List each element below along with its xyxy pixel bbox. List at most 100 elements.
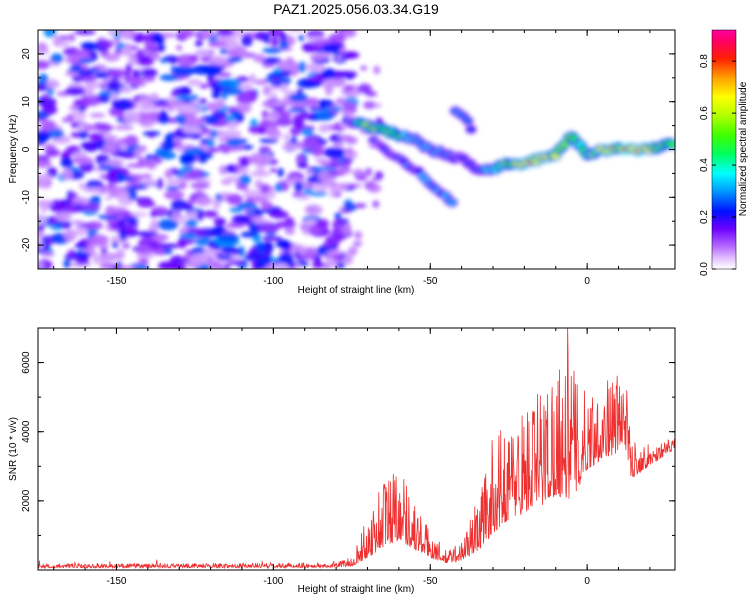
noise-region [38,30,384,269]
noise-blob [278,77,292,84]
noise-blob [346,30,356,33]
noise-blob [340,160,351,171]
noise-blob [137,105,159,111]
noise-blob [135,253,155,259]
noise-blob [83,187,106,194]
noise-blob [126,188,137,201]
x-tick-label: -100 [263,576,283,587]
y-tick-label: 10 [21,96,32,108]
noise-blob [165,185,180,191]
noise-blob [45,148,61,158]
noise-blob [317,139,328,144]
noise-blob [249,73,256,85]
noise-blob [348,246,359,255]
noise-blob [275,239,290,249]
snr-x-label: Height of straight line (km) [298,584,415,595]
noise-blob [298,34,305,42]
noise-blob [206,139,215,148]
noise-blob [38,241,44,250]
noise-blob [116,218,126,230]
noise-blob [75,49,90,56]
colorbar-ticks: 0.0 0.2 0.4 0.6 0.8 [699,54,736,276]
noise-blob [141,173,152,179]
noise-blob [363,101,376,110]
noise-blob [258,146,271,153]
noise-blob [240,34,253,47]
colorbar-tick-label: 0.2 [699,210,710,224]
noise-blob [332,142,345,148]
signal-point [667,140,675,148]
noise-blob [306,62,325,73]
snr-x-ticks: -150 -100 -50 0 [53,328,651,587]
noise-blob [226,50,239,57]
noise-blob [260,201,274,210]
noise-blob [278,252,294,264]
snr-series-line [38,328,675,570]
noise-blob [236,201,258,210]
noise-blob [195,195,213,207]
noise-blob [174,114,187,122]
noise-blob [127,184,149,190]
noise-blob [344,110,354,119]
noise-blob [284,226,296,235]
noise-blob [163,190,185,200]
noise-blob [106,182,116,190]
noise-blob [179,154,197,164]
noise-blob [175,104,197,114]
noise-blob [189,133,203,140]
noise-blob [112,99,134,111]
noise-blob [327,170,338,176]
noise-blob [210,129,218,139]
noise-blob [60,156,74,169]
noise-blob [47,128,64,139]
noise-blob [275,111,292,119]
noise-blob [256,163,266,172]
noise-blob [352,240,363,247]
noise-blob [131,82,147,87]
noise-blob [302,136,323,149]
noise-blob [77,122,86,132]
colorbar-tick-label: 0.6 [699,106,710,120]
noise-blob [217,72,232,78]
noise-blob [280,83,288,94]
noise-blob [271,36,279,48]
noise-blob [301,128,314,136]
noise-blob [318,126,332,131]
snr-y-label: SNR (10 * v/v) [8,417,19,481]
noise-blob [74,242,89,250]
noise-blob [170,65,177,73]
noise-blob [346,146,354,156]
noise-blob [154,158,163,164]
noise-blob [238,83,253,91]
noise-blob [216,30,234,37]
x-tick-label: -150 [106,276,126,287]
noise-blob [93,124,114,132]
noise-blob [219,48,228,55]
noise-blob [279,32,287,42]
noise-blob [68,33,76,42]
noise-blob [258,222,281,233]
noise-blob [139,75,156,83]
noise-blob [114,125,134,131]
noise-blob [306,76,322,81]
noise-blob [225,115,237,122]
noise-blob [267,30,284,38]
noise-blob [176,44,183,51]
noise-blob [187,169,203,181]
noise-blob [136,245,153,256]
noise-blob [137,230,158,238]
noise-blob [143,41,157,48]
noise-blob [89,67,100,72]
noise-blob [79,75,97,83]
noise-blob [334,212,342,221]
colorbar-label: Normalized spectral amplitude [738,81,749,216]
noise-blob [325,249,344,255]
noise-blob [226,193,242,206]
noise-blob [335,55,343,62]
x-tick-label: -50 [423,276,438,287]
noise-blob [213,217,226,227]
noise-blob [286,108,308,113]
spectrogram-x-label: Height of straight line (km) [298,285,415,296]
noise-blob [163,55,180,62]
noise-blob [309,53,327,61]
